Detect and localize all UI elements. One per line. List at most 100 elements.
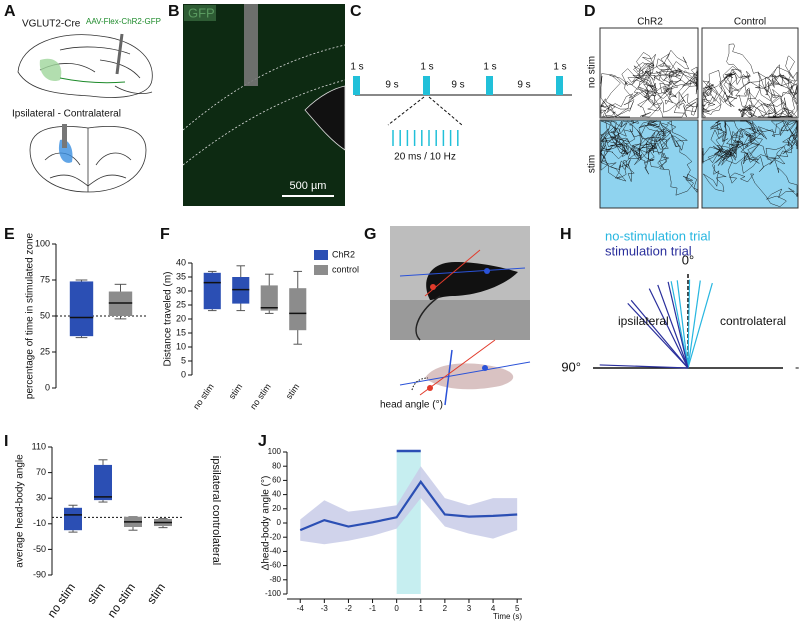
y-axis-label: Δhead-body angle (°)	[261, 476, 272, 571]
panel-letter: E	[4, 226, 15, 243]
pulse-label: 1 s	[350, 62, 363, 73]
region-label: controlateral	[720, 314, 786, 328]
trial-line	[676, 280, 689, 369]
mouse	[426, 262, 518, 300]
y-tick-label: -20	[269, 532, 281, 541]
trial-line	[687, 279, 691, 369]
arena-stim	[701, 119, 799, 209]
y-tick-label: -80	[269, 575, 281, 584]
sagittal-brain	[17, 33, 153, 98]
head-axis	[419, 339, 496, 396]
optic-fiber	[62, 124, 67, 148]
panel-letter: J	[258, 433, 267, 450]
gap-label: 9 s	[385, 80, 398, 91]
y-tick-label: -50	[33, 544, 46, 554]
trial-line	[599, 364, 689, 369]
track	[600, 49, 698, 118]
annotation: head angle (°)	[380, 400, 443, 411]
section-label: Ipsilateral - Contralateral	[12, 109, 121, 120]
mouse-schematic	[425, 363, 514, 390]
column-label: ChR2	[637, 17, 663, 28]
y-tick-label: 100	[268, 447, 282, 456]
box	[260, 285, 278, 311]
mean-line	[299, 479, 518, 532]
track	[702, 120, 798, 207]
projection	[59, 77, 126, 84]
tail-point	[482, 365, 488, 371]
normal-axis	[444, 349, 453, 406]
panel-letter: A	[4, 3, 16, 20]
trial-line	[667, 281, 689, 369]
y-tick-label: 70	[36, 467, 46, 477]
y-tick-label: 75	[40, 274, 50, 284]
legend-swatch	[314, 265, 328, 275]
y-tick-label: 0	[277, 518, 282, 527]
zoom-lines	[387, 96, 463, 126]
pulse-label: 1 s	[483, 62, 496, 73]
coronal-brain	[29, 126, 147, 193]
stain-box	[184, 5, 216, 21]
trial-line	[648, 288, 689, 369]
injection-site	[39, 58, 62, 82]
y-axis-label: percentage of time in stimulated zone	[25, 232, 36, 399]
x-tick-label: -2	[345, 604, 353, 613]
pulses	[353, 76, 563, 95]
trial-line	[687, 282, 713, 369]
side-label: controlateral	[210, 505, 222, 566]
y-tick-label: 40	[272, 490, 281, 499]
x-axis-label: Time (s)	[493, 612, 522, 621]
x-tick-label: no stim	[191, 382, 216, 412]
y-tick-label: 30	[176, 285, 186, 295]
arena	[701, 27, 799, 119]
x-tick-label: stim	[144, 581, 168, 607]
y-tick-label: 40	[176, 257, 186, 267]
x-tick-label: no stim	[104, 581, 138, 621]
box	[94, 464, 112, 501]
gap-label: 9 s	[517, 80, 530, 91]
tracks	[600, 43, 798, 207]
y-tick-label: 60	[272, 476, 281, 485]
y-tick-label: 110	[32, 441, 46, 451]
row-label: stim	[587, 155, 598, 173]
panel-letter: I	[4, 433, 8, 450]
y-axis-label: Distance traveled (m)	[163, 271, 174, 366]
angle-label: 90°	[561, 359, 581, 374]
y-tick-label: -10	[33, 518, 46, 528]
x-tick-label: stim	[284, 382, 302, 401]
pulse-train	[392, 130, 459, 146]
panel-letter: C	[350, 3, 362, 20]
x-tick-label: -1	[369, 604, 377, 613]
y-tick-label: -90	[33, 569, 46, 579]
y-tick-label: 25	[176, 299, 186, 309]
mouse-line: VGLUT2-Cre	[22, 19, 81, 30]
pulse-label: 1 s	[553, 62, 566, 73]
y-tick-label: 80	[272, 461, 281, 470]
nose-point	[430, 284, 436, 290]
scale-label: 500 µm	[290, 180, 327, 192]
region-label: ipsilateral	[618, 314, 669, 328]
box	[69, 281, 94, 337]
y-tick-label: 25	[40, 346, 50, 356]
y-tick-label: -100	[265, 589, 282, 598]
y-tick-label: 10	[176, 341, 186, 351]
y-tick-label: 20	[272, 504, 281, 513]
body-axis	[399, 361, 531, 386]
box	[203, 272, 221, 310]
y-tick-label: 50	[40, 310, 50, 320]
x-tick-label: stim	[84, 581, 108, 607]
panel-letter: D	[584, 3, 596, 20]
legend-label: no-stimulation trial	[605, 228, 711, 243]
cable	[415, 295, 441, 341]
box	[64, 507, 82, 531]
panel-letter: B	[168, 3, 180, 20]
angle-label: -90°	[795, 359, 800, 374]
x-tick-label: -4	[297, 604, 305, 613]
x-tick-label: no stim	[248, 382, 273, 412]
trial-line	[627, 302, 689, 369]
legend-label: control	[332, 264, 359, 274]
y-tick-label: 0	[45, 382, 50, 392]
nose-point	[427, 385, 433, 391]
gap-label: 9 s	[451, 80, 464, 91]
legend-swatch	[314, 250, 328, 260]
